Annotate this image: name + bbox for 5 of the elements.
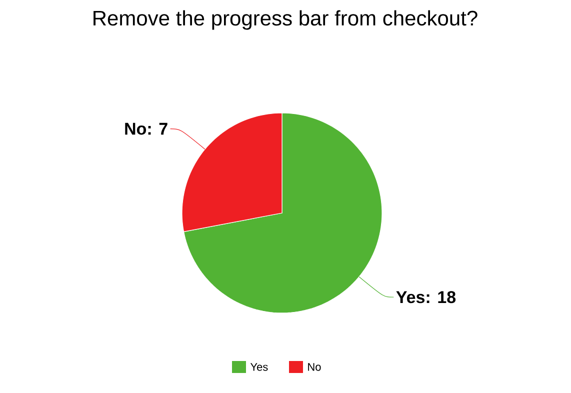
data-label: No: 7 — [125, 122, 168, 135]
chart-title: Remove the progress bar from checkout? — [94, 10, 478, 30]
data-label: Yes: 18 — [396, 291, 456, 304]
legend-label: Yes — [250, 363, 268, 371]
legend-label: No — [308, 363, 321, 371]
